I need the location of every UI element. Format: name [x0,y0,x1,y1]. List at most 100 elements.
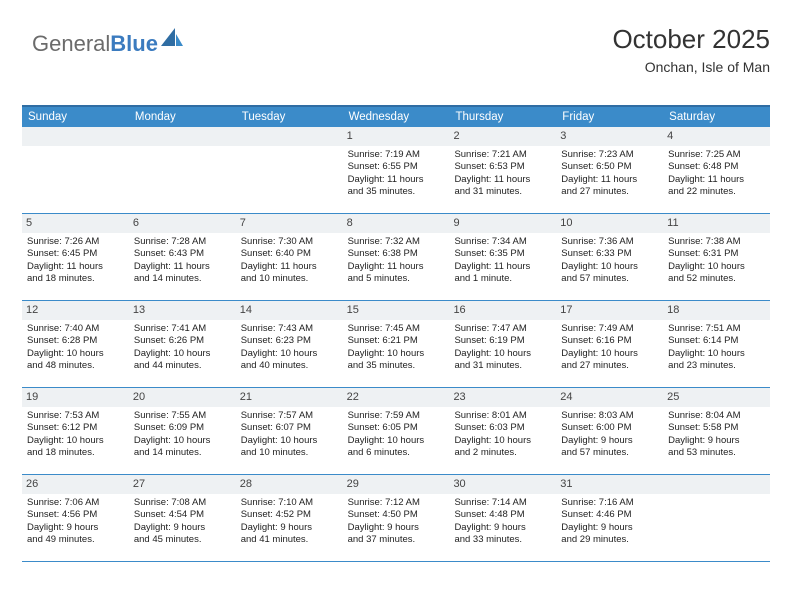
day-number: 23 [449,388,556,407]
daylight-line-1: Daylight: 11 hours [668,174,765,187]
day-header-cell: Monday [129,107,236,127]
day-cell: 18Sunrise: 7:51 AMSunset: 6:14 PMDayligh… [663,301,770,387]
day-header-row: SundayMondayTuesdayWednesdayThursdayFrid… [22,105,770,127]
week-row: 26Sunrise: 7:06 AMSunset: 4:56 PMDayligh… [22,475,770,562]
daylight-line-1: Daylight: 9 hours [454,522,551,535]
daylight-line-2: and 57 minutes. [561,447,658,460]
daylight-line-2: and 45 minutes. [134,534,231,547]
sunrise-line: Sunrise: 7:49 AM [561,323,658,336]
daylight-line-1: Daylight: 11 hours [348,261,445,274]
header: October 2025 Onchan, Isle of Man [612,24,770,75]
daylight-line-1: Daylight: 10 hours [241,435,338,448]
sunrise-line: Sunrise: 7:06 AM [27,497,124,510]
sunset-line: Sunset: 6:21 PM [348,335,445,348]
daylight-line-2: and 10 minutes. [241,273,338,286]
daylight-line-2: and 52 minutes. [668,273,765,286]
day-cell: 24Sunrise: 8:03 AMSunset: 6:00 PMDayligh… [556,388,663,474]
day-number: 26 [22,475,129,494]
day-number: 12 [22,301,129,320]
daylight-line-2: and 1 minute. [454,273,551,286]
day-cell: 8Sunrise: 7:32 AMSunset: 6:38 PMDaylight… [343,214,450,300]
daylight-line-2: and 57 minutes. [561,273,658,286]
sunset-line: Sunset: 6:05 PM [348,422,445,435]
sunset-line: Sunset: 4:52 PM [241,509,338,522]
sunrise-line: Sunrise: 7:36 AM [561,236,658,249]
day-cell: 6Sunrise: 7:28 AMSunset: 6:43 PMDaylight… [129,214,236,300]
daylight-line-1: Daylight: 10 hours [134,435,231,448]
day-cell: 9Sunrise: 7:34 AMSunset: 6:35 PMDaylight… [449,214,556,300]
daylight-line-1: Daylight: 9 hours [27,522,124,535]
day-number: 31 [556,475,663,494]
sunrise-line: Sunrise: 7:41 AM [134,323,231,336]
day-number: 10 [556,214,663,233]
day-header-cell: Friday [556,107,663,127]
daylight-line-2: and 23 minutes. [668,360,765,373]
sunset-line: Sunset: 6:28 PM [27,335,124,348]
day-number: 19 [22,388,129,407]
day-number: 11 [663,214,770,233]
daylight-line-2: and 14 minutes. [134,273,231,286]
daylight-line-2: and 2 minutes. [454,447,551,460]
day-number: 13 [129,301,236,320]
daylight-line-2: and 33 minutes. [454,534,551,547]
daylight-line-2: and 5 minutes. [348,273,445,286]
sunset-line: Sunset: 6:07 PM [241,422,338,435]
daylight-line-1: Daylight: 11 hours [241,261,338,274]
daylight-line-1: Daylight: 10 hours [241,348,338,361]
week-row: 19Sunrise: 7:53 AMSunset: 6:12 PMDayligh… [22,388,770,475]
sunrise-line: Sunrise: 7:30 AM [241,236,338,249]
page-subtitle: Onchan, Isle of Man [612,59,770,75]
sunrise-line: Sunrise: 7:28 AM [134,236,231,249]
sunrise-line: Sunrise: 7:45 AM [348,323,445,336]
sunset-line: Sunset: 6:12 PM [27,422,124,435]
day-number: 24 [556,388,663,407]
day-cell: 26Sunrise: 7:06 AMSunset: 4:56 PMDayligh… [22,475,129,561]
daylight-line-2: and 53 minutes. [668,447,765,460]
day-number [22,127,129,146]
day-number: 27 [129,475,236,494]
daylight-line-1: Daylight: 11 hours [454,261,551,274]
sunrise-line: Sunrise: 7:26 AM [27,236,124,249]
logo-text-2: Blue [110,31,158,57]
daylight-line-1: Daylight: 11 hours [348,174,445,187]
day-cell: 11Sunrise: 7:38 AMSunset: 6:31 PMDayligh… [663,214,770,300]
daylight-line-2: and 31 minutes. [454,186,551,199]
day-cell: 20Sunrise: 7:55 AMSunset: 6:09 PMDayligh… [129,388,236,474]
daylight-line-1: Daylight: 11 hours [561,174,658,187]
daylight-line-1: Daylight: 11 hours [27,261,124,274]
day-number: 8 [343,214,450,233]
sunset-line: Sunset: 6:43 PM [134,248,231,261]
week-row: 5Sunrise: 7:26 AMSunset: 6:45 PMDaylight… [22,214,770,301]
day-cell: 27Sunrise: 7:08 AMSunset: 4:54 PMDayligh… [129,475,236,561]
sunrise-line: Sunrise: 8:03 AM [561,410,658,423]
day-cell [663,475,770,561]
day-cell [129,127,236,213]
day-number: 18 [663,301,770,320]
day-number: 7 [236,214,343,233]
week-row: 12Sunrise: 7:40 AMSunset: 6:28 PMDayligh… [22,301,770,388]
sunrise-line: Sunrise: 7:21 AM [454,149,551,162]
day-number [129,127,236,146]
day-number: 30 [449,475,556,494]
day-number: 2 [449,127,556,146]
sunset-line: Sunset: 5:58 PM [668,422,765,435]
day-cell: 4Sunrise: 7:25 AMSunset: 6:48 PMDaylight… [663,127,770,213]
day-number: 21 [236,388,343,407]
day-cell [236,127,343,213]
sunrise-line: Sunrise: 7:14 AM [454,497,551,510]
sunrise-line: Sunrise: 7:38 AM [668,236,765,249]
day-cell: 14Sunrise: 7:43 AMSunset: 6:23 PMDayligh… [236,301,343,387]
day-number: 25 [663,388,770,407]
day-cell: 23Sunrise: 8:01 AMSunset: 6:03 PMDayligh… [449,388,556,474]
sunrise-line: Sunrise: 7:57 AM [241,410,338,423]
day-cell: 2Sunrise: 7:21 AMSunset: 6:53 PMDaylight… [449,127,556,213]
sunset-line: Sunset: 6:45 PM [27,248,124,261]
page-title: October 2025 [612,24,770,55]
day-number: 9 [449,214,556,233]
sunrise-line: Sunrise: 8:01 AM [454,410,551,423]
daylight-line-1: Daylight: 9 hours [668,435,765,448]
sunset-line: Sunset: 6:40 PM [241,248,338,261]
daylight-line-2: and 14 minutes. [134,447,231,460]
day-number: 3 [556,127,663,146]
day-header-cell: Sunday [22,107,129,127]
